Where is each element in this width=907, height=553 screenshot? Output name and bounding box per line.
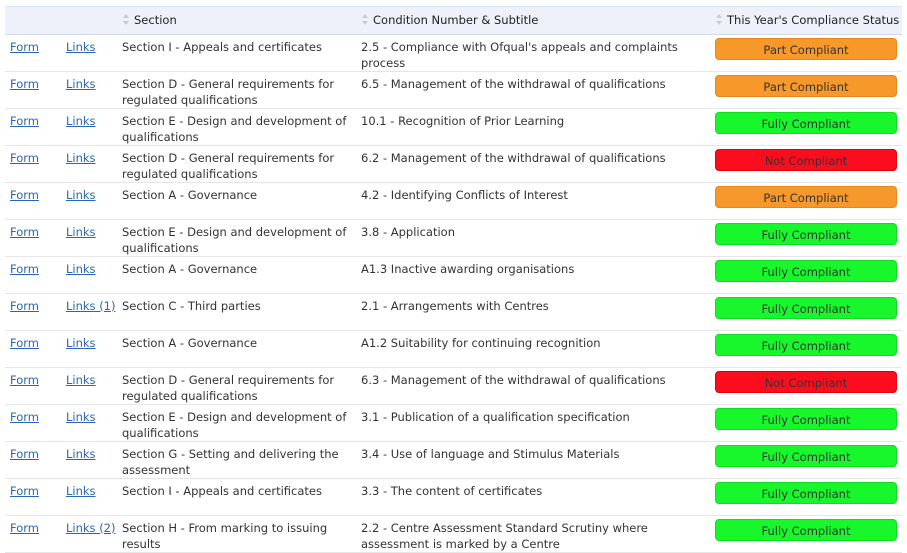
sort-icon <box>122 14 131 25</box>
condition-cell: 2.1 - Arrangements with Centres <box>361 299 549 313</box>
section-cell: Section H - From marking to issuing resu… <box>122 521 328 551</box>
status-badge: Fully Compliant <box>715 223 897 245</box>
form-link[interactable]: Form <box>10 114 39 128</box>
sort-icon <box>361 14 370 25</box>
status-badge: Fully Compliant <box>715 408 897 430</box>
condition-cell: 6.3 - Management of the withdrawal of qu… <box>361 373 666 387</box>
links-link[interactable]: Links <box>66 410 96 424</box>
links-link[interactable]: Links (2) <box>66 521 116 535</box>
condition-cell: A1.3 Inactive awarding organisations <box>361 262 575 276</box>
links-link[interactable]: Links <box>66 40 96 54</box>
condition-cell: 3.3 - The content of certificates <box>361 484 543 498</box>
status-badge: Fully Compliant <box>715 112 897 134</box>
form-link[interactable]: Form <box>10 410 39 424</box>
form-link[interactable]: Form <box>10 484 39 498</box>
links-link[interactable]: Links <box>66 336 96 350</box>
links-link[interactable]: Links <box>66 114 96 128</box>
status-badge: Fully Compliant <box>715 519 897 541</box>
table-row: Form Links Section D - General requirement… <box>5 368 902 405</box>
header-status[interactable]: This Year's Compliance Status <box>715 7 899 34</box>
condition-cell: 3.4 - Use of language and Stimulus Mater… <box>361 447 620 461</box>
status-badge: Not Compliant <box>715 149 897 171</box>
section-cell: Section E - Design and development of qu… <box>122 410 347 440</box>
header-condition[interactable]: Condition Number & Subtitle <box>361 7 538 34</box>
table-row: Form Links Section E - Design and developm… <box>5 109 902 146</box>
status-badge: Fully Compliant <box>715 297 897 319</box>
section-cell: Section C - Third parties <box>122 299 261 313</box>
table-row: Form Links Section E - Design and developm… <box>5 405 902 442</box>
links-link[interactable]: Links <box>66 225 96 239</box>
condition-cell: A1.2 Suitability for continuing recognit… <box>361 336 601 350</box>
grid-header: Section Condition Number & Subtitle This… <box>5 6 902 35</box>
section-cell: Section D - General requirements for reg… <box>122 151 335 181</box>
status-badge: Fully Compliant <box>715 482 897 504</box>
table-row: Form Links Section D - General requirement… <box>5 72 902 109</box>
status-badge: Not Compliant <box>715 371 897 393</box>
section-cell: Section I - Appeals and certificates <box>122 484 322 498</box>
status-badge: Part Compliant <box>715 186 897 208</box>
section-cell: Section D - General requirements for reg… <box>122 373 335 403</box>
table-row: Form Links Section A - Governance 4.2 - Ide… <box>5 183 902 220</box>
condition-cell: 3.1 - Publication of a qualification spe… <box>361 410 630 424</box>
form-link[interactable]: Form <box>10 299 39 313</box>
section-cell: Section A - Governance <box>122 336 258 350</box>
condition-cell: 6.5 - Management of the withdrawal of qu… <box>361 77 666 91</box>
condition-cell: 10.1 - Recognition of Prior Learning <box>361 114 565 128</box>
table-row: Form Links (1) Section C - Third parties 2.… <box>5 294 902 331</box>
links-link[interactable]: Links (1) <box>66 299 116 313</box>
grid-body: Form Links Section I - Appeals and certifi… <box>5 35 902 553</box>
section-cell: Section E - Design and development of qu… <box>122 225 347 255</box>
compliance-grid: Section Condition Number & Subtitle This… <box>5 6 902 553</box>
links-link[interactable]: Links <box>66 373 96 387</box>
table-row: Form Links Section E - Design and developm… <box>5 220 902 257</box>
links-link[interactable]: Links <box>66 151 96 165</box>
section-cell: Section A - Governance <box>122 188 258 202</box>
condition-cell: 2.5 - Compliance with Ofqual's appeals a… <box>361 40 678 70</box>
section-cell: Section D - General requirements for reg… <box>122 77 335 107</box>
table-row: Form Links Section A - Governance A1.3 Inac… <box>5 257 902 294</box>
sort-icon <box>715 14 724 25</box>
condition-cell: 4.2 - Identifying Conflicts of Interest <box>361 188 568 202</box>
form-link[interactable]: Form <box>10 77 39 91</box>
table-row: Form Links Section A - Governance A1.2 Suit… <box>5 331 902 368</box>
condition-cell: 6.2 - Management of the withdrawal of qu… <box>361 151 666 165</box>
condition-cell: 2.2 - Centre Assessment Standard Scrutin… <box>361 521 648 551</box>
form-link[interactable]: Form <box>10 373 39 387</box>
status-badge: Fully Compliant <box>715 445 897 467</box>
table-row: Form Links Section D - General requirement… <box>5 146 902 183</box>
status-badge: Part Compliant <box>715 75 897 97</box>
table-row: Form Links Section G - Setting and deliver… <box>5 442 902 479</box>
table-row: Form Links Section I - Appeals and certifi… <box>5 479 902 516</box>
section-cell: Section E - Design and development of qu… <box>122 114 347 144</box>
form-link[interactable]: Form <box>10 447 39 461</box>
header-section[interactable]: Section <box>122 7 177 34</box>
form-link[interactable]: Form <box>10 521 39 535</box>
form-link[interactable]: Form <box>10 40 39 54</box>
table-row: Form Links Section I - Appeals and certifi… <box>5 35 902 72</box>
status-badge: Fully Compliant <box>715 334 897 356</box>
form-link[interactable]: Form <box>10 225 39 239</box>
links-link[interactable]: Links <box>66 262 96 276</box>
form-link[interactable]: Form <box>10 188 39 202</box>
status-badge: Fully Compliant <box>715 260 897 282</box>
section-cell: Section G - Setting and delivering the a… <box>122 447 339 477</box>
condition-cell: 3.8 - Application <box>361 225 456 239</box>
section-cell: Section A - Governance <box>122 262 258 276</box>
links-link[interactable]: Links <box>66 77 96 91</box>
form-link[interactable]: Form <box>10 336 39 350</box>
form-link[interactable]: Form <box>10 151 39 165</box>
form-link[interactable]: Form <box>10 262 39 276</box>
status-badge: Part Compliant <box>715 38 897 60</box>
section-cell: Section I - Appeals and certificates <box>122 40 322 54</box>
links-link[interactable]: Links <box>66 188 96 202</box>
links-link[interactable]: Links <box>66 447 96 461</box>
links-link[interactable]: Links <box>66 484 96 498</box>
